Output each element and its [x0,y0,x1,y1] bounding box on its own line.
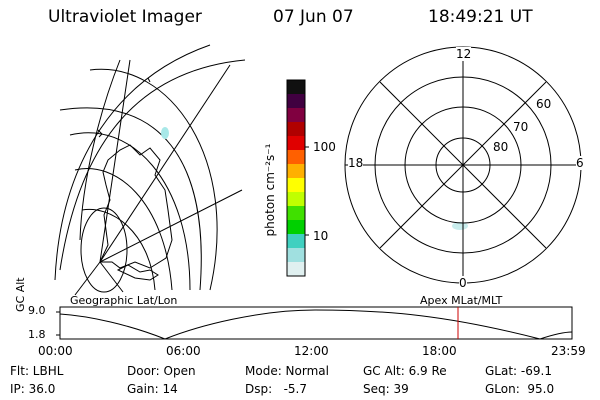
colorbar-segment [287,220,305,235]
time-label: 18:49:21 UT [428,7,533,27]
polar-panel-label: Apex MLat/MLT [420,294,503,307]
altitude-curve [59,309,573,340]
colorbar-frame [286,79,306,277]
colorbar-segment [287,80,305,95]
aurora-blob [161,127,169,139]
colorbar-segment [287,178,305,193]
colorbar-tick-100: 100 [313,140,336,154]
geographic-map [54,44,246,296]
x-tick-2359: 23:59 [551,344,586,358]
x-tick-1800: 18:00 [422,344,457,358]
colorbar-segment [287,108,305,123]
colorbar-segment [287,192,305,207]
status-flt: Flt: LBHL [10,364,64,378]
y-tick-9: 9.0 [28,304,46,317]
mlt-label-12: 12 [456,47,472,61]
colorbar-tick-10: 10 [313,229,329,243]
status-seq: Seq: 39 [363,382,409,396]
status-glon: GLon: 95.0 [485,382,555,396]
colorbar-segment [287,164,305,179]
mlt-label-18: 18 [348,156,364,170]
status-door: Door: Open [127,364,196,378]
timeline-axis-label: GC Alt [14,277,27,312]
status-gcalt: GC Alt: 6.9 Re [363,364,447,378]
colorbar-segment [287,136,305,151]
lat-arc-outer [54,44,211,281]
lat-label-60: 60 [536,97,552,111]
status-glat: GLat: -69.1 [485,364,552,378]
lat-label-80: 80 [493,140,509,154]
y-tick-1.8: 1.8 [28,328,46,341]
date-label: 07 Jun 07 [273,7,354,27]
instrument-title: Ultraviolet Imager [48,7,202,27]
status-gain: Gain: 14 [127,382,178,396]
colorbar-segment [287,122,305,137]
lat-label-70: 70 [513,120,529,134]
timeline-frame [59,306,573,340]
colorbar-segment [287,150,305,165]
x-tick-0000: 00:00 [38,344,73,358]
mlt-label-0: 0 [459,276,467,290]
status-ip: IP: 36.0 [10,382,56,396]
x-tick-1200: 12:00 [294,344,329,358]
colorbar-segment [287,248,305,263]
aurora-blob [452,222,468,230]
colorbar-segment [287,206,305,221]
status-dsp: Dsp: -5.7 [245,382,308,396]
colorbar-segment [287,94,305,109]
status-mode: Mode: Normal [245,364,329,378]
colorbar [286,79,309,277]
mlt-label-6: 6 [576,156,584,170]
geographic-panel-label: Geographic Lat/Lon [70,294,178,307]
x-tick-0600: 06:00 [166,344,201,358]
colorbar-segment [287,234,305,249]
colorbar-segment [287,262,305,277]
